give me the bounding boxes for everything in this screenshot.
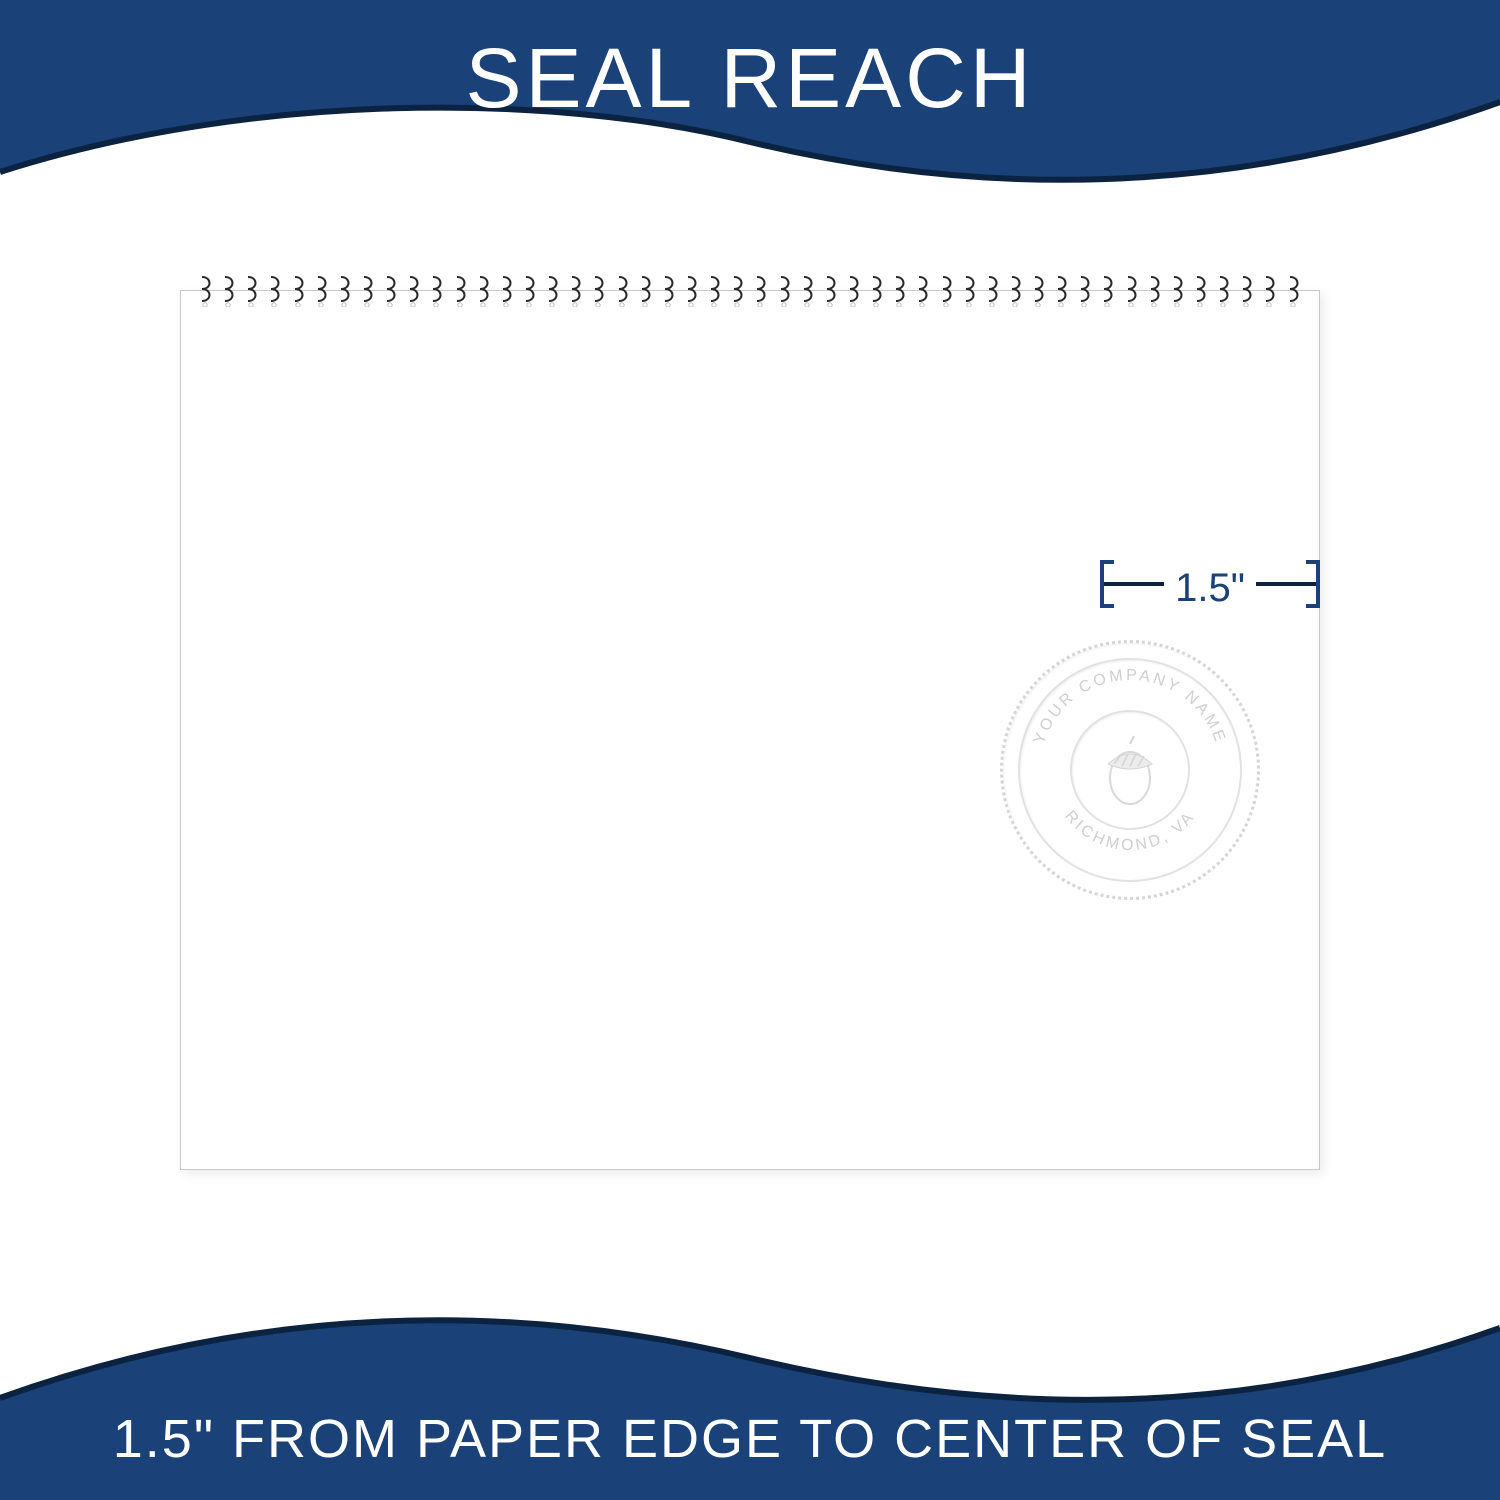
- spiral-loop: [1009, 275, 1023, 307]
- spiral-loop: [384, 275, 398, 307]
- spiral-loop: [685, 275, 699, 307]
- seal-bottom-text: RICHMOND, VA: [1061, 808, 1199, 854]
- spiral-loop: [870, 275, 884, 307]
- spiral-loop: [569, 275, 583, 307]
- spiral-loop: [1078, 275, 1092, 307]
- acorn-icon: [1090, 730, 1170, 810]
- page-title: SEAL REACH: [0, 30, 1500, 127]
- spiral-loop: [940, 275, 954, 307]
- spiral-loop: [1217, 275, 1231, 307]
- bracket-right: [1316, 560, 1320, 608]
- measure-line-right: [1256, 582, 1316, 586]
- measure-label: 1.5": [1100, 566, 1320, 611]
- spiral-binding: [199, 275, 1301, 307]
- spiral-loop: [1194, 275, 1208, 307]
- spiral-loop: [523, 275, 537, 307]
- spiral-loop: [986, 275, 1000, 307]
- spiral-loop: [407, 275, 421, 307]
- spiral-loop: [963, 275, 977, 307]
- spiral-loop: [222, 275, 236, 307]
- spiral-loop: [1125, 275, 1139, 307]
- spiral-loop: [1263, 275, 1277, 307]
- spiral-loop: [708, 275, 722, 307]
- spiral-loop: [546, 275, 560, 307]
- spiral-loop: [199, 275, 213, 307]
- spiral-loop: [916, 275, 930, 307]
- spiral-loop: [315, 275, 329, 307]
- spiral-loop: [662, 275, 676, 307]
- spiral-loop: [1240, 275, 1254, 307]
- spiral-loop: [639, 275, 653, 307]
- spiral-loop: [430, 275, 444, 307]
- infographic-frame: SEAL REACH 1.5" YOUR COMPANY NAME RICHMO…: [0, 0, 1500, 1500]
- spiral-loop: [1032, 275, 1046, 307]
- spiral-loop: [477, 275, 491, 307]
- spiral-loop: [824, 275, 838, 307]
- spiral-loop: [893, 275, 907, 307]
- spiral-loop: [268, 275, 282, 307]
- footer-caption: 1.5" FROM PAPER EDGE TO CENTER OF SEAL: [0, 1408, 1500, 1470]
- spiral-loop: [292, 275, 306, 307]
- spiral-loop: [1148, 275, 1162, 307]
- spiral-loop: [801, 275, 815, 307]
- spiral-loop: [454, 275, 468, 307]
- bottom-banner: [0, 1300, 1500, 1500]
- spiral-loop: [1171, 275, 1185, 307]
- spiral-loop: [847, 275, 861, 307]
- reach-measurement: 1.5": [1100, 560, 1320, 620]
- bottom-wave: [0, 1300, 1500, 1418]
- spiral-loop: [778, 275, 792, 307]
- embossed-seal: YOUR COMPANY NAME RICHMOND, VA: [1000, 640, 1260, 900]
- spiral-loop: [592, 275, 606, 307]
- spiral-loop: [361, 275, 375, 307]
- spiral-loop: [1055, 275, 1069, 307]
- spiral-loop: [731, 275, 745, 307]
- spiral-loop: [754, 275, 768, 307]
- spiral-loop: [616, 275, 630, 307]
- spiral-loop: [1101, 275, 1115, 307]
- spiral-loop: [500, 275, 514, 307]
- spiral-loop: [1287, 275, 1301, 307]
- spiral-loop: [338, 275, 352, 307]
- spiral-loop: [245, 275, 259, 307]
